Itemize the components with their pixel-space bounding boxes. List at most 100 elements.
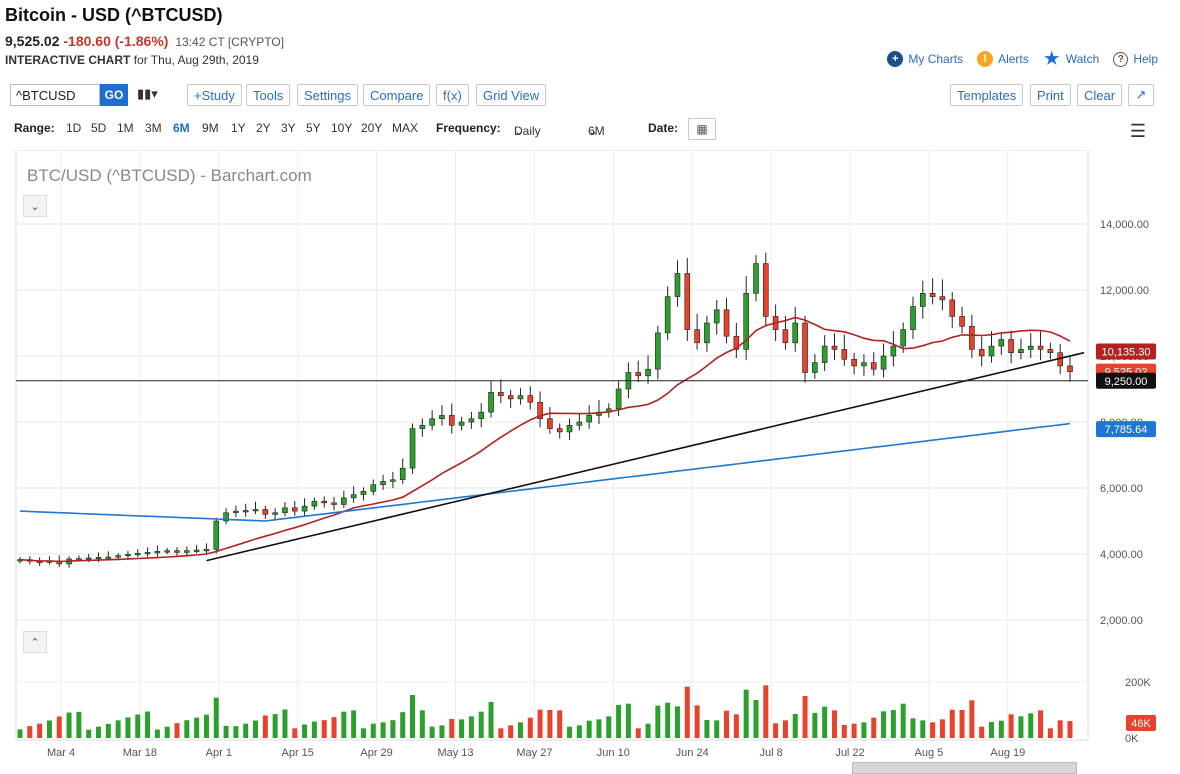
settings-button[interactable]: Settings: [297, 84, 358, 106]
volume-bar: [37, 723, 43, 738]
volume-bar: [753, 700, 759, 738]
range-1y[interactable]: 1Y: [231, 121, 246, 135]
chart-area[interactable]: 14,000.0012,000.0010,000.008,000.006,000…: [0, 150, 1180, 774]
volume-tick-label: 200K: [1125, 677, 1151, 689]
candle: [507, 395, 514, 400]
candle: [645, 368, 651, 377]
expand-icon[interactable]: ↗: [1128, 84, 1154, 106]
volume-bar: [380, 722, 386, 738]
chart-scrollbar[interactable]: [852, 762, 1077, 774]
candle: [272, 512, 278, 515]
candle: [880, 355, 887, 370]
volume-bar: [851, 723, 857, 738]
price-tick-label: 14,000.00: [1100, 219, 1149, 231]
volume-bar: [704, 720, 710, 738]
grid-view-button[interactable]: Grid View: [476, 84, 547, 106]
print-button[interactable]: Print: [1030, 84, 1071, 106]
volume-bar: [429, 726, 435, 738]
volume-bar: [616, 705, 622, 738]
candle: [321, 500, 328, 504]
templates-button[interactable]: Templates: [950, 84, 1024, 106]
range-1d[interactable]: 1D: [66, 121, 82, 135]
candle: [556, 428, 563, 433]
range-9m[interactable]: 9M: [202, 121, 219, 135]
range-20y[interactable]: 20Y: [361, 121, 383, 135]
volume-bar: [1018, 716, 1024, 738]
fx-button[interactable]: f(x): [436, 84, 469, 106]
candle: [390, 479, 396, 482]
symbol-input[interactable]: [10, 84, 100, 106]
plus-circle-icon: +: [887, 51, 904, 67]
price-change: -180.60 (-1.86%): [63, 33, 169, 49]
range-max[interactable]: MAX: [392, 121, 419, 135]
star-icon: ★: [1044, 49, 1060, 68]
range-1m[interactable]: 1M: [117, 121, 134, 135]
candle: [684, 273, 691, 330]
collapse-price-pane-icon[interactable]: ⌄: [23, 195, 47, 217]
range-5y[interactable]: 5Y: [306, 121, 321, 135]
volume-bar: [76, 711, 82, 738]
chart-subtitle: INTERACTIVE CHART for Thu, Aug 29th, 201…: [5, 53, 259, 67]
candle: [527, 395, 534, 403]
range-3m[interactable]: 3M: [145, 121, 162, 135]
candle: [419, 424, 426, 429]
candle: [439, 415, 445, 419]
volume-bar: [763, 685, 769, 738]
tools-button[interactable]: Tools: [246, 84, 291, 106]
range-6m[interactable]: 6M: [173, 121, 190, 135]
candle: [380, 481, 386, 485]
volume-bar: [331, 717, 337, 738]
volume-bar: [1008, 714, 1014, 738]
volume-bar: [881, 711, 887, 738]
candle: [291, 507, 298, 512]
volume-bar: [86, 729, 92, 738]
range-3y[interactable]: 3Y: [281, 121, 296, 135]
volume-bar: [527, 717, 533, 738]
volume-bar: [930, 722, 936, 738]
ma-fast-line: [19, 316, 1071, 563]
range-2y[interactable]: 2Y: [256, 121, 271, 135]
my-charts-link[interactable]: + My Charts: [887, 51, 963, 67]
price-chart[interactable]: 14,000.0012,000.0010,000.008,000.006,000…: [0, 150, 1180, 774]
range-5d[interactable]: 5D: [91, 121, 107, 135]
x-tick-label: Jul 8: [759, 747, 782, 759]
volume-bar: [822, 706, 828, 738]
candle: [115, 555, 121, 558]
x-tick-label: Mar 18: [123, 747, 157, 759]
go-button[interactable]: GO: [100, 84, 128, 106]
date-label: Date:: [648, 121, 679, 135]
volume-bar: [321, 720, 327, 738]
alerts-link[interactable]: ! Alerts: [977, 51, 1029, 67]
volume-bar: [478, 711, 484, 738]
watch-link[interactable]: ★ Watch: [1044, 49, 1100, 68]
candle: [85, 557, 92, 560]
volume-bar: [655, 705, 661, 738]
candle: [242, 510, 249, 513]
volume-bar: [66, 712, 72, 738]
volume-bar: [498, 728, 504, 738]
volume-marker-label: 46K: [1131, 718, 1151, 730]
volume-bar: [213, 697, 219, 738]
study-button[interactable]: +Study: [187, 84, 242, 106]
range-10y[interactable]: 10Y: [331, 121, 353, 135]
volume-bar: [890, 710, 896, 738]
candle: [537, 401, 543, 419]
volume-bar: [586, 720, 592, 738]
alert-icon: !: [977, 51, 994, 67]
menu-icon[interactable]: ☰: [1129, 121, 1146, 141]
calendar-icon[interactable]: ▦: [688, 118, 716, 140]
collapse-volume-pane-icon[interactable]: ⌃: [23, 631, 47, 653]
candle: [900, 329, 906, 347]
compare-button[interactable]: Compare: [363, 84, 431, 106]
volume-bar: [272, 714, 278, 738]
candle: [969, 326, 975, 350]
clear-button[interactable]: Clear: [1077, 84, 1123, 106]
candle: [674, 273, 681, 297]
volume-bar: [370, 723, 376, 738]
candlestick-type-icon[interactable]: ▮▮▾: [137, 86, 158, 101]
price-marker-label: 9,250.00: [1105, 376, 1148, 388]
volume-bar: [1028, 713, 1034, 738]
volume-bar: [988, 722, 994, 738]
volume-bar: [46, 720, 52, 738]
help-link[interactable]: ? Help: [1113, 51, 1158, 67]
